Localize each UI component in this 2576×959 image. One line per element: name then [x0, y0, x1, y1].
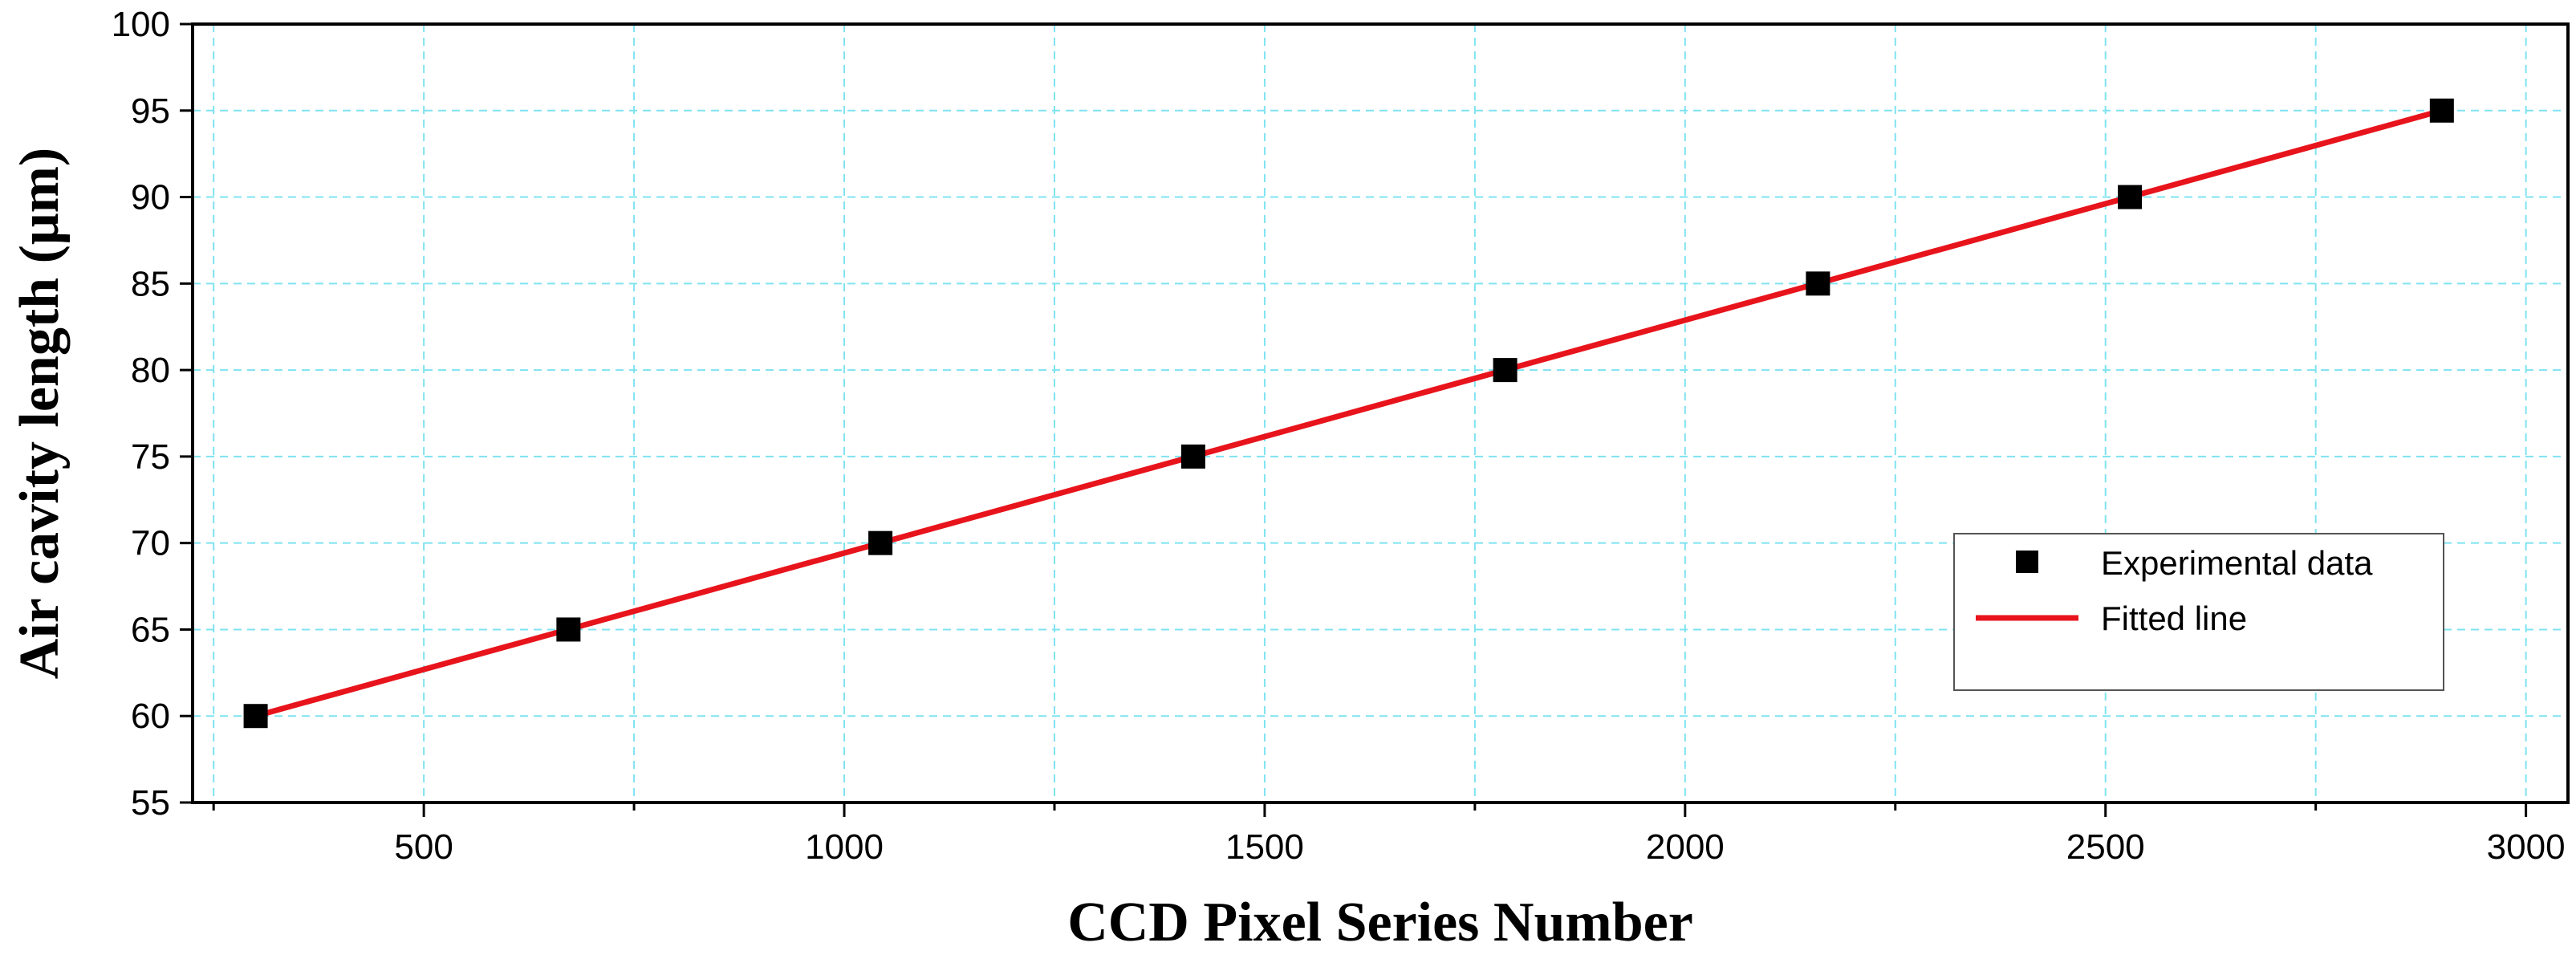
y-tick-label: 80 [131, 351, 170, 390]
data-point [1493, 358, 1518, 383]
x-tick-label: 2500 [2066, 827, 2145, 867]
data-point [2429, 98, 2454, 123]
data-point [868, 530, 893, 555]
y-tick-label: 60 [131, 697, 170, 736]
y-tick-label: 90 [131, 178, 170, 217]
y-tick-label: 65 [131, 610, 170, 649]
y-tick-label: 75 [131, 437, 170, 477]
y-tick-label: 55 [131, 783, 170, 823]
x-tick-label: 1500 [1225, 827, 1304, 867]
data-point [243, 704, 268, 729]
fitted-line [254, 108, 2443, 719]
x-tick-label: 1000 [805, 827, 884, 867]
legend-label-experimental: Experimental data [2101, 544, 2373, 582]
data-point [2118, 185, 2143, 209]
legend-marker-square [2016, 551, 2038, 573]
x-tick-label: 3000 [2487, 827, 2566, 867]
series [243, 98, 2454, 729]
y-tick-label: 95 [131, 91, 170, 131]
x-tick-label: 2000 [1646, 827, 1725, 867]
data-point [556, 617, 581, 642]
y-tick-label: 100 [112, 5, 170, 44]
plot-frame [191, 22, 2570, 804]
data-point [1806, 271, 1830, 296]
legend: Experimental data Fitted line [1953, 533, 2444, 691]
data-point [1180, 444, 1205, 469]
axes: 500 1000 1500 2000 2500 3000 55 60 65 70 75 80 85 90 9… [112, 5, 2570, 867]
legend-label-fitted: Fitted line [2101, 599, 2247, 637]
y-tick-label: 85 [131, 264, 170, 303]
x-axis-title: CCD Pixel Series Number [1067, 892, 1693, 953]
x-tick-label: 500 [394, 827, 453, 867]
y-tick-label: 70 [131, 524, 170, 563]
y-axis-title: Air cavity length (μm) [9, 148, 71, 679]
